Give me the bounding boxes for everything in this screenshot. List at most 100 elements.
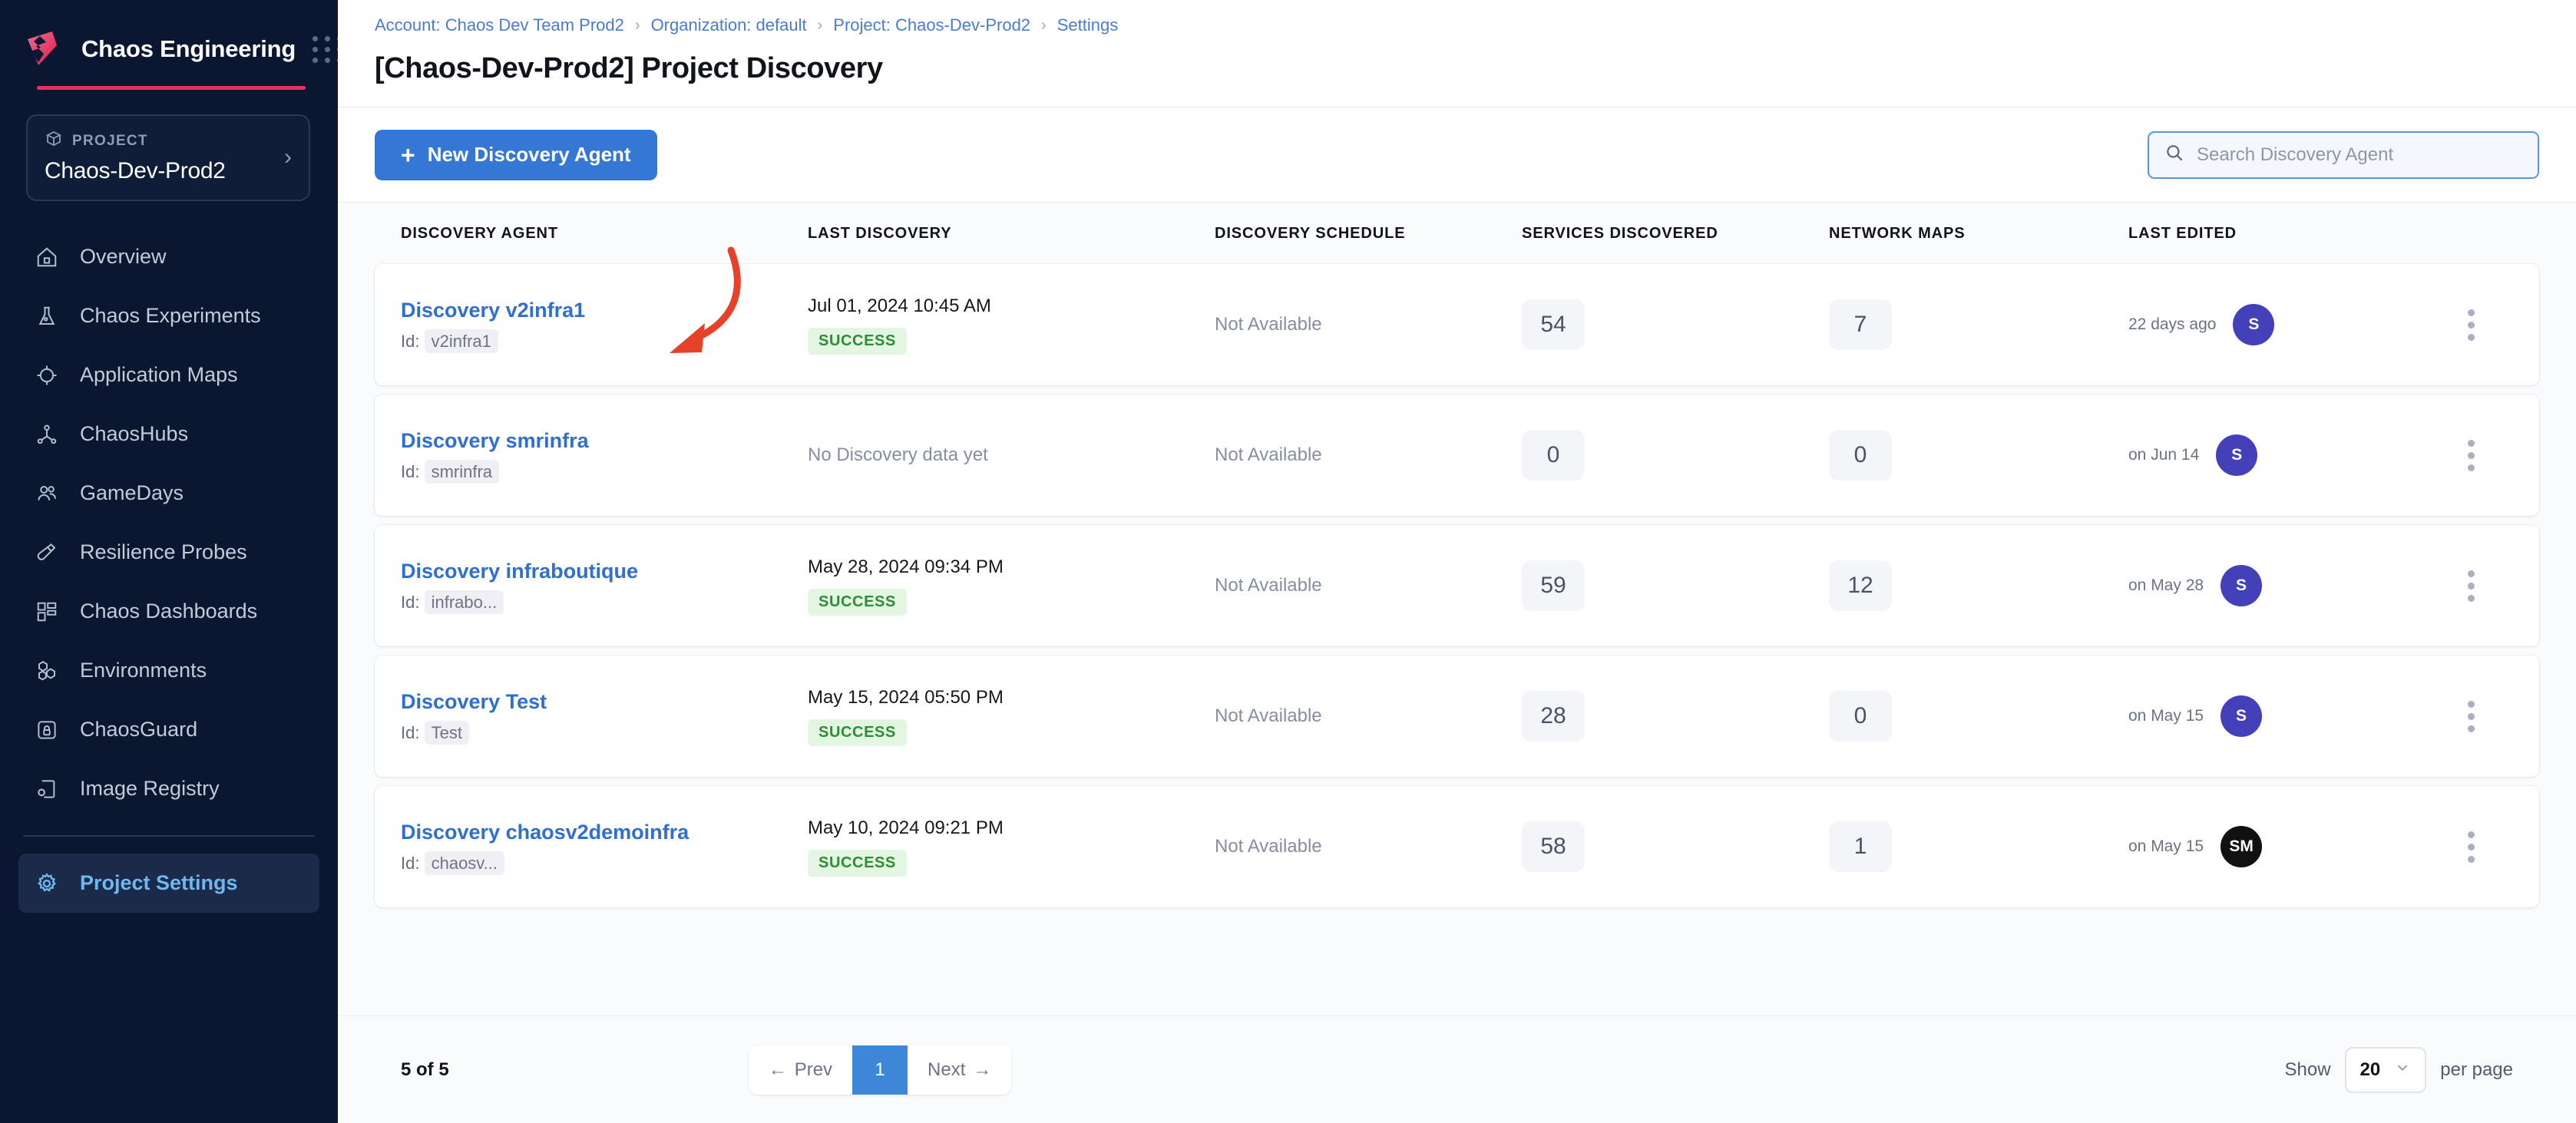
page-number-button[interactable]: 1 — [852, 1045, 908, 1095]
network-maps-count: 0 — [1829, 691, 1892, 742]
sidebar-item-label: Application Maps — [80, 363, 238, 386]
sidebar: Chaos Engineering PROJECT Chaos-Dev-Prod… — [0, 0, 343, 1123]
new-discovery-agent-label: New Discovery Agent — [427, 143, 631, 166]
agent-name-link[interactable]: Discovery infraboutique — [401, 559, 639, 583]
chevron-down-icon — [2394, 1059, 2411, 1081]
table-body: Discovery v2infra1 Id: v2infra1 Jul 01, … — [375, 264, 2539, 907]
services-discovered-cell: 54 — [1522, 299, 1829, 350]
last-discovery-cell: No Discovery data yet — [808, 444, 1215, 466]
breadcrumb-account[interactable]: Account: Chaos Dev Team Prod2 — [375, 15, 624, 35]
services-count: 59 — [1522, 560, 1585, 611]
agent-id-prefix: Id: — [401, 461, 420, 481]
breadcrumb-organization[interactable]: Organization: default — [650, 15, 807, 35]
agent-name-link[interactable]: Discovery v2infra1 — [401, 298, 586, 322]
next-page-label: Next — [928, 1059, 966, 1080]
network-maps-cell: 1 — [1829, 821, 2128, 872]
chevron-right-icon[interactable]: › — [284, 144, 292, 170]
last-discovery-date: May 15, 2024 05:50 PM — [808, 686, 1004, 708]
agent-name-link[interactable]: Discovery smrinfra — [401, 428, 589, 452]
sidebar-item-chaosguard[interactable]: ChaosGuard — [18, 700, 319, 759]
more-options-icon[interactable] — [2429, 309, 2513, 341]
agent-id-prefix: Id: — [401, 853, 420, 873]
last-discovery-cell: Jul 01, 2024 10:45 AM SUCCESS — [808, 296, 1215, 355]
sidebar-item-label: Image Registry — [80, 777, 220, 800]
top-bar: Account: Chaos Dev Team Prod2 › Organiza… — [338, 0, 2576, 107]
harness-logo-icon — [23, 28, 64, 70]
schedule-cell: Not Available — [1215, 575, 1522, 596]
agent-id-prefix: Id: — [401, 331, 420, 351]
row-actions — [2429, 831, 2513, 863]
sidebar-item-chaos-dashboards[interactable]: Chaos Dashboards — [18, 582, 319, 641]
status-badge: SUCCESS — [808, 718, 907, 746]
arrow-right-icon: → — [973, 1059, 992, 1080]
services-discovered-cell: 58 — [1522, 821, 1829, 872]
breadcrumb-settings[interactable]: Settings — [1057, 15, 1119, 35]
agent-cell: Discovery Test Id: Test — [401, 689, 808, 745]
search-discovery-agent[interactable] — [2148, 130, 2539, 179]
people-icon — [32, 479, 61, 508]
agent-cell: Discovery infraboutique Id: infrabo... — [401, 559, 808, 614]
more-options-icon[interactable] — [2429, 439, 2513, 471]
last-discovery-date: May 10, 2024 09:21 PM — [808, 817, 1004, 838]
table-row[interactable]: Discovery chaosv2demoinfra Id: chaosv...… — [375, 786, 2539, 907]
agent-id: Id: smrinfra — [401, 459, 808, 484]
sidebar-item-overview[interactable]: Overview — [18, 227, 319, 286]
column-header-discovery-schedule: DISCOVERY SCHEDULE — [1215, 224, 1406, 242]
table-row[interactable]: Discovery smrinfra Id: smrinfra No Disco… — [375, 395, 2539, 516]
schedule-value: Not Available — [1215, 314, 1322, 335]
more-options-icon[interactable] — [2429, 831, 2513, 863]
breadcrumb-project[interactable]: Project: Chaos-Dev-Prod2 — [833, 15, 1031, 35]
agent-name-link[interactable]: Discovery chaosv2demoinfra — [401, 820, 689, 844]
schedule-cell: Not Available — [1215, 444, 1522, 466]
sidebar-item-label: ChaosHubs — [80, 422, 189, 445]
last-edited-cell: on May 15 SM — [2128, 826, 2429, 867]
test-tube-icon — [32, 538, 61, 567]
sidebar-item-chaos-experiments[interactable]: Chaos Experiments — [18, 286, 319, 345]
last-discovery-cell: May 28, 2024 09:34 PM SUCCESS — [808, 557, 1215, 616]
lock-icon — [32, 715, 61, 745]
avatar: S — [2221, 565, 2263, 606]
agent-id: Id: chaosv... — [401, 851, 808, 875]
sidebar-item-environments[interactable]: Environments — [18, 641, 319, 700]
brand-title: Chaos Engineering — [81, 35, 296, 62]
sidebar-divider — [23, 835, 315, 837]
new-discovery-agent-button[interactable]: + New Discovery Agent — [375, 129, 657, 180]
last-edited-cell: on Jun 14 S — [2128, 434, 2429, 476]
sidebar-item-project-settings[interactable]: Project Settings — [18, 854, 319, 913]
next-page-button[interactable]: Next → — [908, 1045, 1012, 1095]
brand-underline — [37, 86, 306, 90]
prev-page-label: Prev — [794, 1059, 833, 1080]
project-name: Chaos-Dev-Prod2 — [45, 158, 226, 183]
avatar: S — [2216, 434, 2258, 476]
last-edited-cell: on May 15 S — [2128, 695, 2429, 737]
table-row[interactable]: Discovery Test Id: Test May 15, 2024 05:… — [375, 656, 2539, 777]
status-badge: SUCCESS — [808, 327, 907, 355]
sidebar-item-label: ChaosGuard — [80, 718, 198, 741]
network-maps-cell: 0 — [1829, 430, 2128, 481]
last-edited-cell: on May 28 S — [2128, 565, 2429, 606]
agent-cell: Discovery smrinfra Id: smrinfra — [401, 428, 808, 484]
more-options-icon[interactable] — [2429, 570, 2513, 602]
more-options-icon[interactable] — [2429, 700, 2513, 732]
last-discovery-date: May 28, 2024 09:34 PM — [808, 556, 1004, 577]
row-actions — [2429, 700, 2513, 732]
search-input[interactable] — [2197, 144, 2522, 166]
schedule-cell: Not Available — [1215, 836, 1522, 857]
services-count: 58 — [1522, 821, 1585, 872]
sidebar-item-chaoshubs[interactable]: ChaosHubs — [18, 405, 319, 464]
hexagons-icon — [32, 656, 61, 685]
sidebar-item-label: Project Settings — [80, 871, 238, 894]
sidebar-item-gamedays[interactable]: GameDays — [18, 464, 319, 523]
table-row[interactable]: Discovery infraboutique Id: infrabo... M… — [375, 525, 2539, 646]
sidebar-item-application-maps[interactable]: Application Maps — [18, 345, 319, 405]
table-row[interactable]: Discovery v2infra1 Id: v2infra1 Jul 01, … — [375, 264, 2539, 385]
schedule-cell: Not Available — [1215, 705, 1522, 727]
agent-name-link[interactable]: Discovery Test — [401, 689, 547, 713]
page-size-select[interactable]: 20 — [2344, 1046, 2427, 1093]
services-count: 54 — [1522, 299, 1585, 350]
prev-page-button[interactable]: ← Prev — [748, 1045, 853, 1095]
sidebar-item-image-registry[interactable]: Image Registry — [18, 759, 319, 818]
column-header-services-discovered: SERVICES DISCOVERED — [1522, 224, 1718, 242]
project-selector[interactable]: PROJECT Chaos-Dev-Prod2 › — [26, 114, 310, 201]
sidebar-item-resilience-probes[interactable]: Resilience Probes — [18, 523, 319, 582]
